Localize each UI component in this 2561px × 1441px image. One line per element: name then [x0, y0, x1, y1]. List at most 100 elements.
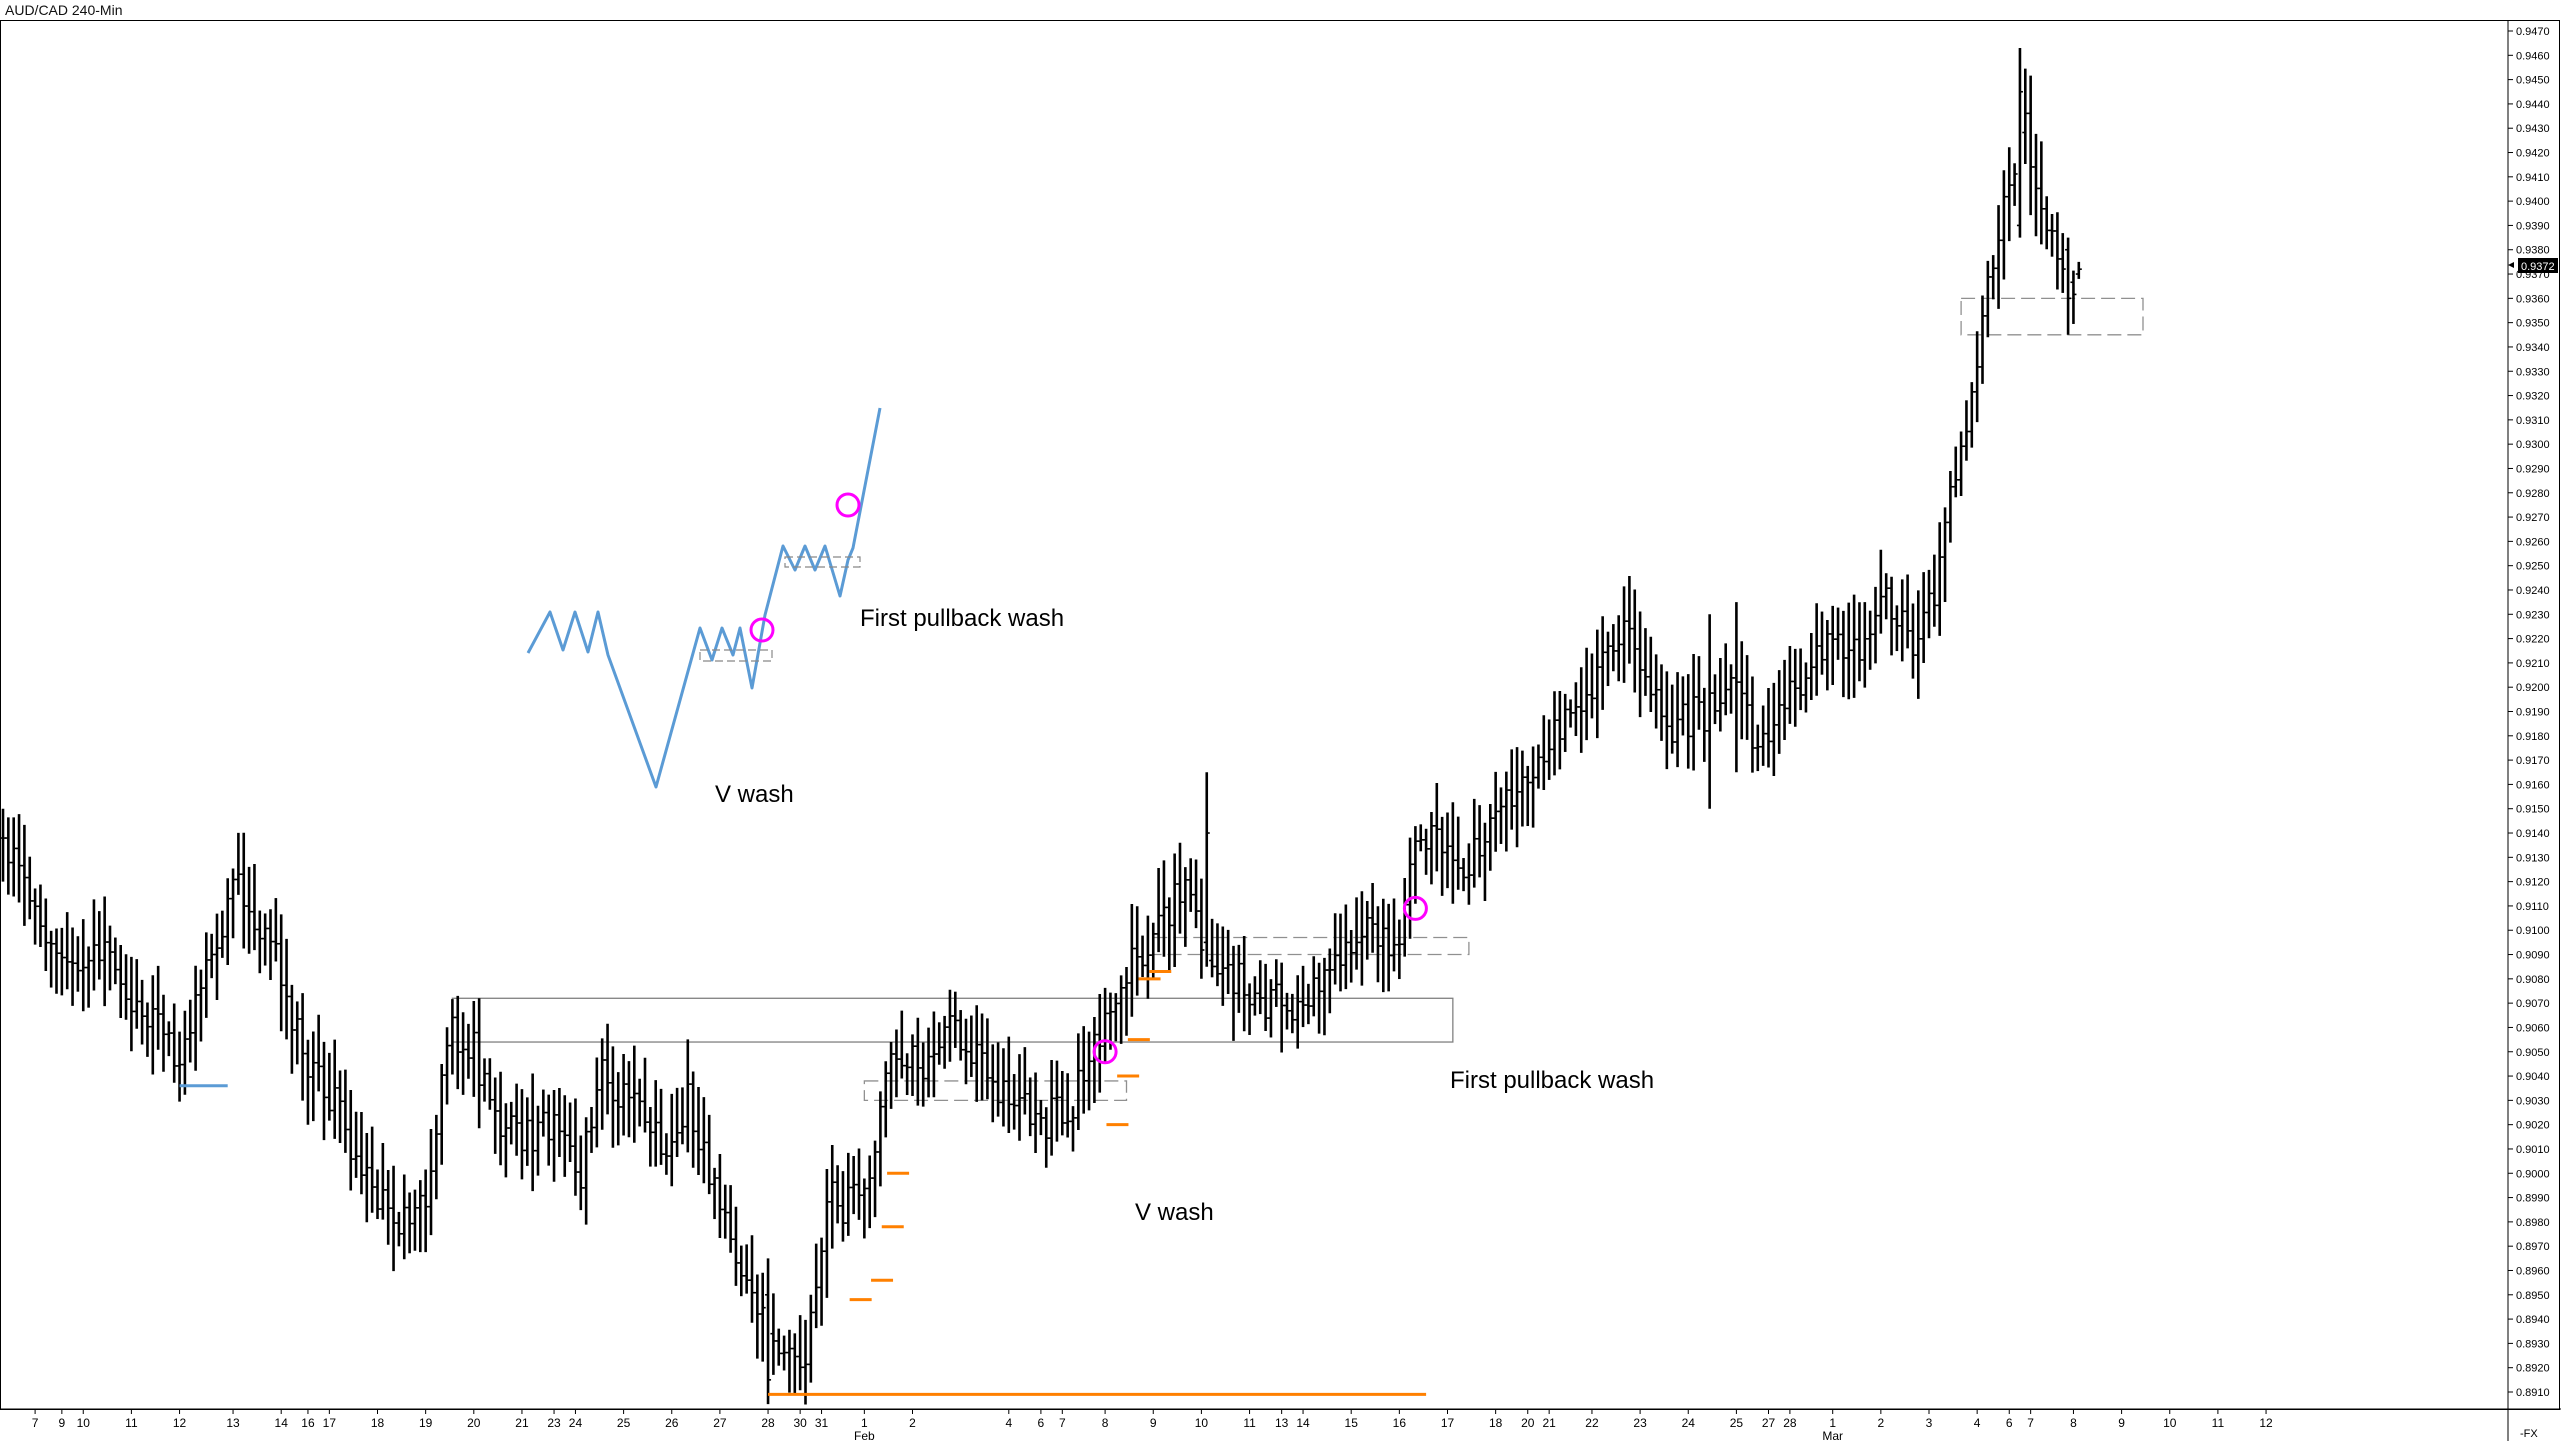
ohlc-bar — [1070, 1106, 1076, 1152]
ohlc-bar — [1979, 295, 1986, 384]
x-tick-label: 12 — [173, 1416, 187, 1430]
ohlc-bar — [1915, 590, 1922, 699]
ohlc-bar — [818, 1237, 825, 1326]
ohlc-bar — [936, 1022, 943, 1065]
ohlc-bar — [888, 1041, 895, 1109]
x-axis: 7 9 10 11 12 13 14 16 17 18 19 20 21 23 24 25 26 27 28 30 31… — [32, 1409, 2273, 1441]
ohlc-bar — [1722, 643, 1729, 716]
ohlc-bar — [684, 1039, 691, 1153]
x-month-label: Feb — [854, 1429, 875, 1441]
ohlc-bar — [1899, 579, 1906, 662]
ohlc-bar — [2022, 68, 2029, 165]
ohlc-bar — [1712, 674, 1718, 725]
ohlc-bar — [1562, 693, 1569, 752]
ohlc-bar — [123, 954, 130, 1020]
ohlc-bar — [1695, 656, 1702, 730]
x-tick-label: 2 — [1878, 1416, 1885, 1430]
y-tick-label: 0.9070 — [2516, 998, 2550, 1010]
ohlc-bar — [411, 1189, 418, 1251]
ohlc-bar — [1540, 715, 1547, 790]
ohlc-bar — [813, 1243, 820, 1329]
ohlc-bar — [1064, 1073, 1071, 1138]
x-tick-label: 9 — [2118, 1416, 2125, 1430]
ohlc-bar — [1615, 615, 1622, 682]
y-tick-label: 0.9060 — [2516, 1022, 2550, 1034]
zone-box — [1960, 297, 2144, 336]
ohlc-bar — [995, 1042, 1002, 1117]
x-tick-label: 27 — [1762, 1416, 1776, 1430]
ohlc-bar — [1530, 746, 1537, 828]
ohlc-bar — [1278, 962, 1285, 1053]
x-tick-label: 4 — [1005, 1416, 1012, 1430]
ohlc-bar — [1952, 446, 1959, 498]
ohlc-bar — [1963, 400, 1970, 461]
ohlc-bar — [395, 1211, 402, 1247]
x-tick-label: 1 — [1829, 1416, 1836, 1430]
ohlc-bar — [1385, 903, 1392, 992]
ohlc-bar — [1578, 667, 1585, 753]
ohlc-bar — [64, 912, 71, 990]
ohlc-bar — [508, 1101, 515, 1145]
ohlc-bar — [1637, 611, 1644, 718]
price-tag-arrow-icon — [2508, 262, 2514, 268]
x-tick-label: 20 — [467, 1416, 481, 1430]
y-tick-label: 0.9130 — [2516, 852, 2550, 864]
ohlc-bar — [1273, 959, 1280, 1007]
ohlc-bar — [1000, 1048, 1007, 1127]
y-tick-label: 0.9040 — [2516, 1071, 2550, 1083]
ohlc-bar — [385, 1169, 392, 1245]
ohlc-bar — [567, 1102, 574, 1163]
ohlc-bar — [1765, 688, 1772, 768]
ohlc-bar — [1551, 691, 1558, 776]
ohlc-bar — [1251, 976, 1258, 1016]
ohlc-bar — [1332, 913, 1339, 985]
ohlc-bar — [642, 1057, 648, 1133]
ohlc-bar — [1819, 611, 1825, 675]
price-action-sketch — [526, 407, 882, 789]
x-tick-label: 1 — [861, 1416, 868, 1430]
y-tick-label: 0.9400 — [2516, 196, 2550, 208]
ohlc-bar — [1931, 554, 1938, 627]
ohlc-bar — [1856, 602, 1863, 682]
x-tick-label: 24 — [1682, 1416, 1696, 1430]
ohlc-bar — [1610, 624, 1617, 672]
ohlc-bar — [845, 1152, 852, 1236]
ohlc-bar — [738, 1245, 745, 1297]
ohlc-bar — [321, 1041, 327, 1141]
ohlc-bar — [1476, 805, 1483, 878]
ohlc-bar — [914, 1017, 921, 1106]
ohlc-bar — [262, 913, 269, 966]
ohlc-bar — [711, 1167, 718, 1220]
ohlc-bar — [342, 1069, 349, 1153]
ohlc-bar — [877, 1091, 884, 1187]
ohlc-bar — [171, 1003, 178, 1083]
ohlc-bar — [476, 998, 483, 1129]
ohlc-bar — [5, 817, 12, 895]
y-tick-label: 0.9420 — [2516, 148, 2550, 160]
y-tick-label: 0.9470 — [2516, 26, 2550, 38]
y-tick-label: 0.9110 — [2516, 901, 2549, 913]
ohlc-bar — [2006, 147, 2013, 242]
ohlc-bar — [128, 956, 135, 1052]
ohlc-bar — [460, 1012, 467, 1095]
ohlc-bar — [481, 1058, 488, 1102]
ohlc-bar — [754, 1274, 761, 1359]
ohlc-bar — [690, 1071, 697, 1168]
ohlc-bar — [1995, 205, 2002, 309]
ohlc-bar — [1155, 867, 1162, 953]
ohlc-bar — [631, 1045, 638, 1143]
ohlc-bar — [256, 910, 263, 974]
ohlc-bar — [1460, 858, 1467, 892]
ohlc-bar — [1653, 654, 1660, 729]
ohlc-bar — [37, 884, 44, 947]
ohlc-bar — [979, 1013, 986, 1101]
ohlc-bar — [658, 1088, 665, 1165]
ohlc-bar — [518, 1089, 525, 1180]
ohlc-bar — [1027, 1077, 1034, 1137]
ohlc-bar — [85, 946, 92, 1008]
x-tick-label: 2 — [909, 1416, 916, 1430]
ohlc-bar — [647, 1107, 654, 1167]
ohlc-bar — [1642, 628, 1649, 696]
ohlc-bar — [674, 1087, 681, 1157]
ohlc-bar — [925, 1027, 932, 1098]
